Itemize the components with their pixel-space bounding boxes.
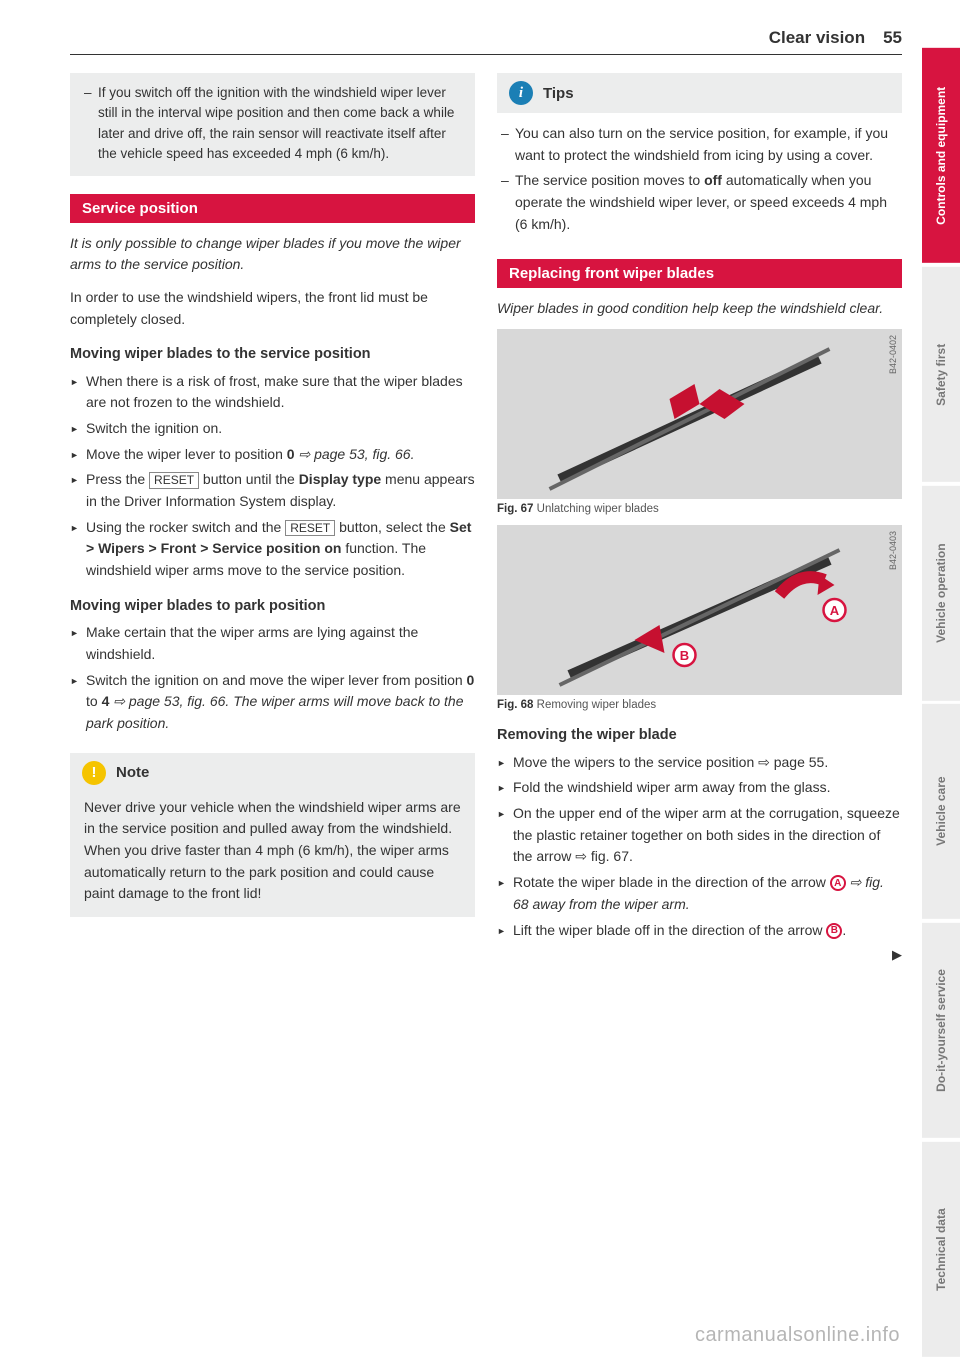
service-intro: It is only possible to change wiper blad… (70, 233, 475, 275)
figure-67: B42-0402 (497, 329, 902, 499)
fig67-illustration (497, 329, 902, 499)
fig68-caption: Fig. 68 Removing wiper blades (497, 699, 902, 711)
list-item: Press the RESET button until the Display… (70, 469, 475, 512)
watermark: carmanualsonline.info (695, 1324, 900, 1347)
figure-68: A B B42-0403 (497, 525, 902, 695)
replace-intro: Wiper blades in good condition help keep… (497, 298, 902, 319)
tab-diy[interactable]: Do-it-yourself service (922, 923, 960, 1138)
section-title: Clear vision (769, 28, 865, 48)
list-item: Make certain that the wiper arms are lyi… (70, 622, 475, 665)
list-item: Switch the ignition on and move the wipe… (70, 670, 475, 735)
tab-controls[interactable]: Controls and equipment (922, 48, 960, 263)
continue-arrow: ▶ (497, 947, 902, 963)
service-steps: When there is a risk of frost, make sure… (70, 371, 475, 582)
list-item: Fold the windshield wiper arm away from … (497, 777, 902, 799)
tips-header: i Tips (497, 73, 902, 113)
left-column: If you switch off the ignition with the … (70, 73, 475, 963)
remove-steps: Move the wipers to the service position … (497, 752, 902, 942)
service-position-header: Service position (70, 194, 475, 223)
ignition-note-text: If you switch off the ignition with the … (84, 83, 461, 164)
marker-b: B (826, 923, 842, 939)
fig68-illustration: A B (497, 525, 902, 695)
svg-text:A: A (830, 603, 840, 618)
warning-icon: ! (82, 761, 106, 785)
list-item: Move the wiper lever to position 0 ⇨ pag… (70, 444, 475, 466)
subhead-move-service: Moving wiper blades to the service posit… (70, 344, 475, 364)
page-header: Clear vision 55 (70, 28, 902, 55)
note-title: Note (116, 764, 149, 781)
subhead-move-park: Moving wiper blades to park position (70, 596, 475, 616)
fig67-id: B42-0402 (888, 335, 898, 374)
list-item: Move the wipers to the service position … (497, 752, 902, 774)
marker-a: A (830, 875, 846, 891)
note-header: ! Note (70, 753, 475, 793)
list-item: Lift the wiper blade off in the directio… (497, 920, 902, 942)
fig68-id: B42-0403 (888, 531, 898, 570)
reset-button-label: RESET (149, 472, 199, 488)
replace-blades-header: Replacing front wiper blades (497, 259, 902, 288)
tip-item: You can also turn on the service positio… (501, 123, 898, 166)
para-frontlid: In order to use the windshield wipers, t… (70, 287, 475, 330)
reset-button-label: RESET (285, 520, 335, 536)
list-item: On the upper end of the wiper arm at the… (497, 803, 902, 868)
list-item: Rotate the wiper blade in the direction … (497, 872, 902, 915)
fig67-caption: Fig. 67 Unlatching wiper blades (497, 503, 902, 515)
list-item: Switch the ignition on. (70, 418, 475, 440)
tab-safety[interactable]: Safety first (922, 267, 960, 482)
svg-text:B: B (680, 648, 689, 663)
tip-item: The service position moves to off automa… (501, 170, 898, 235)
info-icon: i (509, 81, 533, 105)
right-column: i Tips You can also turn on the service … (497, 73, 902, 963)
ignition-note-box: If you switch off the ignition with the … (70, 73, 475, 176)
tab-operation[interactable]: Vehicle operation (922, 486, 960, 701)
content-area: Clear vision 55 If you switch off the ig… (0, 0, 922, 1361)
tab-care[interactable]: Vehicle care (922, 704, 960, 919)
list-item: When there is a risk of frost, make sure… (70, 371, 475, 414)
page-number: 55 (883, 28, 902, 48)
list-item: Using the rocker switch and the RESET bu… (70, 517, 475, 582)
side-tabs: Controls and equipment Safety first Vehi… (922, 0, 960, 1361)
page: Clear vision 55 If you switch off the ig… (0, 0, 960, 1361)
tab-technical[interactable]: Technical data (922, 1142, 960, 1357)
subhead-removing: Removing the wiper blade (497, 725, 902, 745)
two-columns: If you switch off the ignition with the … (70, 73, 902, 963)
note-body: Never drive your vehicle when the windsh… (70, 793, 475, 917)
tips-body: You can also turn on the service positio… (497, 113, 902, 241)
park-steps: Make certain that the wiper arms are lyi… (70, 622, 475, 734)
tips-title: Tips (543, 85, 574, 102)
